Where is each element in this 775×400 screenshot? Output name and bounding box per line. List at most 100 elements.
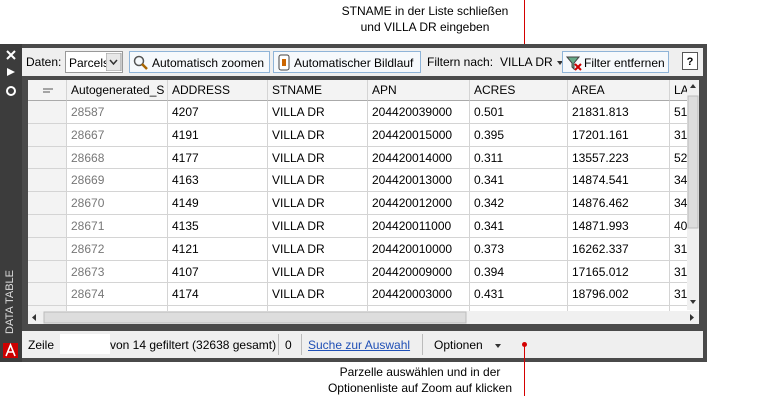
- table-cell: 34: [670, 192, 699, 215]
- row-input[interactable]: [60, 334, 110, 354]
- data-select[interactable]: Parcels: [65, 51, 123, 73]
- table-cell: 0.342: [470, 192, 568, 215]
- table-cell: 14871.993: [568, 215, 670, 238]
- table-cell: 204420010000: [368, 237, 470, 261]
- table-cell: 204420015000: [368, 123, 470, 147]
- table-cell: 28672: [67, 237, 168, 261]
- table-cell: VILLA DR: [268, 169, 368, 193]
- table-cell: 17165.012: [568, 260, 670, 284]
- filter-label: Filtern nach:: [427, 55, 494, 69]
- table-cell: 204420039000: [368, 101, 470, 124]
- callout-line: Optionenliste auf Zoom auf klicken: [327, 381, 513, 395]
- table-cell: 4207: [168, 101, 268, 124]
- zoom-button[interactable]: Automatisch zoomen: [129, 51, 270, 73]
- data-label: Daten:: [26, 55, 62, 69]
- help-button[interactable]: ?: [682, 52, 698, 70]
- column-header[interactable]: STNAME: [268, 80, 368, 101]
- scroll-icon: [278, 54, 290, 71]
- table-cell: 21831.813: [568, 101, 670, 124]
- table-cell: 28669: [67, 169, 168, 193]
- sidebar-title: DATA TABLE: [4, 270, 16, 334]
- table-cell: 0.311: [470, 146, 568, 170]
- table-cell: 204420014000: [368, 146, 470, 170]
- table-cell: VILLA DR: [268, 237, 368, 261]
- table-cell: VILLA DR: [268, 123, 368, 147]
- button-label: Automatisch zoomen: [152, 56, 265, 70]
- search-link[interactable]: Suche zur Auswahl: [308, 338, 411, 352]
- toolbar: Daten: Parcels Automatisch zoomen Automa…: [22, 48, 703, 76]
- dropdown-arrow: [495, 344, 502, 348]
- table-cell: 0.431: [470, 283, 568, 307]
- callout-line: Parzelle auswählen und in der: [339, 365, 501, 379]
- data-select-value: Parcels: [69, 56, 110, 70]
- scrollbar-parts: [32, 311, 694, 324]
- table-cell: 28667: [67, 123, 168, 147]
- select-arrow: [106, 53, 122, 71]
- table-cell: VILLA DR: [268, 215, 368, 238]
- close-icon[interactable]: [6, 50, 16, 60]
- autohide-icon[interactable]: [7, 68, 15, 76]
- column-header[interactable]: ACRES: [470, 80, 568, 101]
- table-cell: 204420011000: [368, 215, 470, 238]
- callout-line: STNAME in der Liste schließen: [341, 4, 509, 18]
- sidebar: DATA TABLE: [0, 44, 22, 362]
- remove-filter-button[interactable]: Filter entfernen: [562, 51, 669, 73]
- table-cell: 0.395: [470, 123, 568, 147]
- options-label: Optionen: [434, 338, 483, 352]
- options-menu[interactable]: Optionen: [434, 338, 504, 352]
- table-cell: 0.341: [470, 215, 568, 238]
- row-header: [28, 283, 67, 307]
- column-header[interactable]: ADDRESS: [168, 80, 268, 101]
- sidebar-icons: [3, 50, 18, 358]
- selected-count: 0: [285, 338, 292, 352]
- table-cell: 28670: [67, 192, 168, 215]
- table-cell: 14874.541: [568, 169, 670, 193]
- table-cell: 31: [670, 124, 699, 147]
- row-header: [28, 260, 67, 284]
- column-header[interactable]: Autogenerated_S: [67, 80, 168, 101]
- separator: [301, 334, 302, 355]
- table-cell: 204420012000: [368, 192, 470, 215]
- table-cell: 0.394: [470, 260, 568, 284]
- table-cell: 28668: [67, 146, 168, 170]
- app-icon-glyph: [5, 342, 16, 357]
- bottom-callout: Parzelle auswählen und in der Optionenli…: [300, 364, 540, 396]
- table-cell: 4135: [168, 215, 268, 238]
- table-cell: 52: [670, 147, 699, 170]
- table-cell: 28674: [67, 283, 168, 307]
- separator: [278, 334, 279, 355]
- callout-dot: [522, 342, 527, 347]
- table-cell: 40: [670, 215, 699, 238]
- button-label: Automatischer Bildlauf: [294, 56, 414, 70]
- remove-filter-icon: [566, 56, 582, 71]
- top-callout: STNAME in der Liste schließen und VILLA …: [300, 3, 550, 35]
- table-cell: 4107: [168, 260, 268, 284]
- status-bar: Zeile von 14 gefiltert (32638 gesamt) 0 …: [22, 331, 703, 358]
- table-cell: 4191: [168, 123, 268, 147]
- corner-header: [28, 80, 67, 101]
- column-header[interactable]: APN: [368, 80, 470, 101]
- table-cell: 28671: [67, 215, 168, 238]
- scroll-button[interactable]: Automatischer Bildlauf: [273, 51, 421, 73]
- row-header: [28, 123, 67, 147]
- table-cell: 13557.223: [568, 146, 670, 170]
- vertical-scrollbar[interactable]: [687, 80, 699, 310]
- table-cell: VILLA DR: [268, 260, 368, 284]
- table-cell: 34: [670, 169, 699, 193]
- callout-line: und VILLA DR eingeben: [360, 20, 490, 34]
- settings-icon[interactable]: [6, 86, 16, 96]
- table-cell: 16262.337: [568, 237, 670, 261]
- table-cell: VILLA DR: [268, 283, 368, 307]
- table-cell: 204420009000: [368, 260, 470, 284]
- column-header[interactable]: AREA: [568, 80, 670, 101]
- filter-value: VILLA DR: [500, 55, 553, 69]
- callout-pointer: [524, 0, 525, 66]
- filter-dropdown[interactable]: VILLA DR: [500, 55, 564, 69]
- filter-count: von 14 gefiltert (32638 gesamt): [110, 338, 277, 352]
- dropdown-arrow: [557, 61, 564, 65]
- data-grid: Autogenerated_S ADDRESS STNAME APN ACRES AREA…: [28, 80, 699, 324]
- horizontal-scrollbar[interactable]: [28, 311, 699, 324]
- row-header: [28, 215, 67, 238]
- button-label: Filter entfernen: [584, 56, 665, 70]
- corner-icon: [43, 88, 53, 93]
